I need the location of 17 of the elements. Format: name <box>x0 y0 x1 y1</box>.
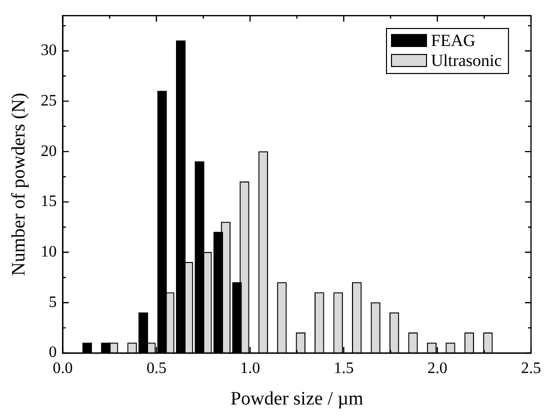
x-axis-title: Powder size / µm <box>230 388 364 410</box>
x-tick-label: 0.5 <box>146 360 166 377</box>
x-tick-label: 2.5 <box>521 360 541 377</box>
y-tick-label: 5 <box>48 294 57 311</box>
x-tick-label: 2.0 <box>427 360 448 377</box>
y-tick-label: 15 <box>40 193 57 210</box>
y-tick-label: 0 <box>48 344 57 362</box>
y-tick-label: 10 <box>40 243 57 260</box>
y-axis-title: Number of powders (N) <box>8 92 30 276</box>
x-tick-label: 1.5 <box>334 360 354 377</box>
y-tick-label: 20 <box>40 142 57 160</box>
y-tick-label: 30 <box>40 42 57 60</box>
y-tick-label: 25 <box>40 92 57 110</box>
legend-label: FEAG <box>431 30 476 51</box>
legend-label: Ultrasonic <box>431 50 502 71</box>
x-tick-label: 1.0 <box>240 360 260 377</box>
x-tick-label: 0.0 <box>52 360 73 377</box>
